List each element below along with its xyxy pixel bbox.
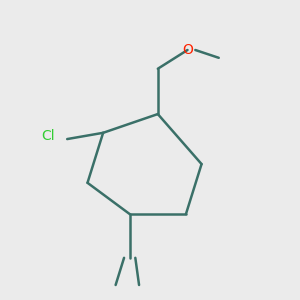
Text: Cl: Cl <box>41 129 55 143</box>
Text: O: O <box>182 43 193 57</box>
